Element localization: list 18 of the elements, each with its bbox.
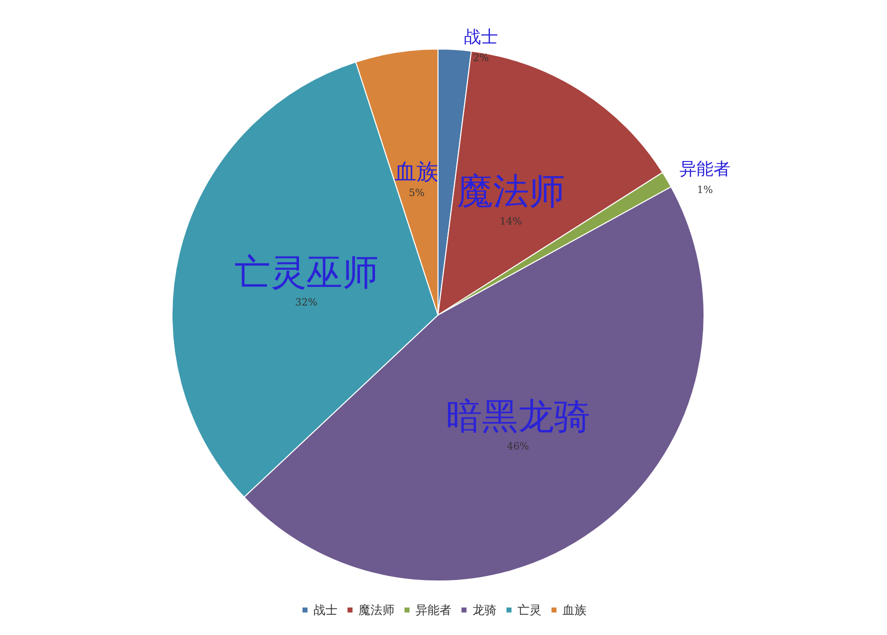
slice-label: 战士 [464, 28, 498, 48]
legend-label: 魔法师 [358, 603, 394, 617]
data-label: 14% [500, 216, 522, 228]
data-label: 2% [473, 53, 489, 64]
legend-label: 异能者 [416, 603, 452, 617]
data-label: 5% [408, 188, 425, 200]
data-label: 32% [295, 298, 318, 309]
text: 暗黑龙骑 [446, 396, 590, 438]
legend-label: 龙骑 [472, 603, 496, 617]
legend-label: 亡灵 [518, 603, 542, 617]
legend-label: 血族 [562, 603, 586, 617]
slice-label: 魔法师 [456, 172, 565, 213]
data-label: 1% [696, 185, 713, 196]
slice-label: 异能者 [679, 160, 730, 180]
legend-label: 战士 [314, 603, 338, 617]
text: 亡灵巫师 [234, 252, 378, 294]
slice-label: 血族 [394, 160, 439, 186]
data-label: 46% [506, 442, 530, 453]
